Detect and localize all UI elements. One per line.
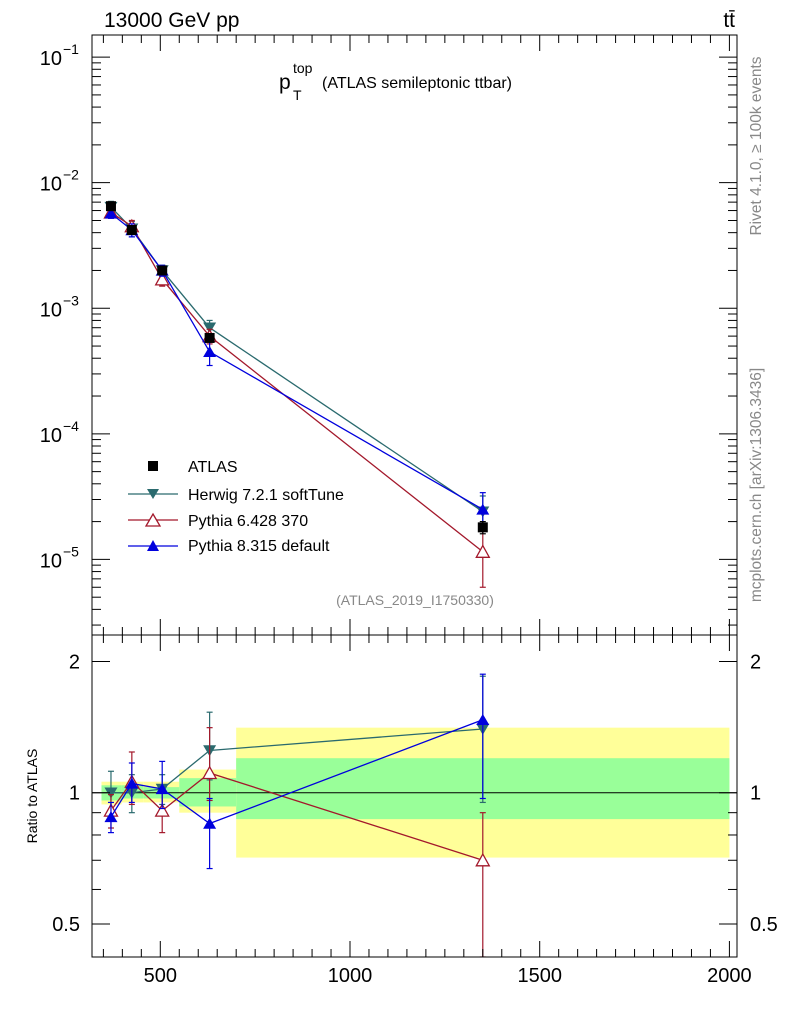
upper-y-tick-label-exp: −2 bbox=[63, 167, 79, 183]
legend-marker-triangle-open bbox=[144, 512, 162, 527]
legend-label-pythia8: Pythia 8.315 default bbox=[188, 538, 330, 555]
data-point-pythia-6-428-370 bbox=[154, 271, 170, 286]
legend: ATLAS Herwig 7.2.1 softTune Pythia 6.428… bbox=[128, 459, 344, 555]
title-rest: (ATLAS semileptonic ttbar) bbox=[322, 75, 512, 92]
upper-y-tick-label-exp: −4 bbox=[63, 418, 79, 434]
upper-y-tick-label-base: 10 bbox=[40, 425, 62, 447]
legend-marker-triangle-up bbox=[147, 540, 159, 551]
x-tick-label: 2000 bbox=[707, 965, 752, 987]
ratio-point-pythia-8-315-default bbox=[203, 817, 217, 829]
data-point-atlas bbox=[204, 332, 215, 343]
legend-entry-pythia6: Pythia 6.428 370 bbox=[128, 512, 308, 530]
ratio-point-pythia-8-315-default bbox=[476, 713, 490, 725]
ratio-point-pythia-6-428-370 bbox=[202, 765, 218, 780]
upper-y-tick-label-base: 10 bbox=[40, 48, 62, 70]
ratio-point-pythia-6-428-370 bbox=[475, 852, 491, 867]
rivet-version-label: Rivet 4.1.0, ≥ 100k events bbox=[748, 56, 765, 235]
title-superscript: top bbox=[293, 60, 313, 76]
legend-entry-pythia8: Pythia 8.315 default bbox=[128, 538, 330, 555]
ratio-y-tick-label-right: 2 bbox=[750, 651, 761, 673]
ratio-point-pythia-8-315-default bbox=[155, 783, 169, 795]
series-line-pythia-8-315-default bbox=[110, 212, 484, 510]
series-line-herwig-7-2-1-softtune bbox=[110, 206, 484, 513]
legend-entry-atlas: ATLAS bbox=[148, 459, 238, 476]
legend-label-pythia6: Pythia 6.428 370 bbox=[188, 513, 308, 530]
ratio-y-axis-label: Ratio to ATLAS bbox=[24, 749, 40, 844]
legend-entry-herwig: Herwig 7.2.1 softTune bbox=[128, 487, 344, 504]
mcplots-label: mcplots.cern.ch [arXiv:1306.3436] bbox=[748, 368, 765, 602]
upper-data bbox=[103, 200, 491, 588]
legend-marker-triangle-down bbox=[147, 489, 159, 499]
upper-y-tick-label-base: 10 bbox=[40, 550, 62, 572]
ratio-x-ticks: 500 1000 1500 2000 bbox=[102, 635, 752, 987]
upper-y-tick-label-base: 10 bbox=[40, 299, 62, 321]
data-point-atlas bbox=[157, 265, 168, 276]
upper-y-tick-label-base: 10 bbox=[40, 174, 62, 196]
ratio-data bbox=[103, 673, 491, 957]
legend-marker-square bbox=[148, 461, 158, 471]
ratio-y-tick-label-right: 0.5 bbox=[750, 914, 778, 936]
title-subscript: T bbox=[293, 87, 302, 103]
data-point-pythia-6-428-370 bbox=[475, 544, 491, 558]
upper-y-ticks: 10−510−410−310−210−1 bbox=[40, 41, 737, 626]
legend-label-atlas: ATLAS bbox=[188, 459, 238, 476]
upper-y-tick-label-exp: −5 bbox=[63, 543, 79, 559]
data-point-pythia-8-315-default bbox=[476, 503, 490, 515]
analysis-id-label: (ATLAS_2019_I1750330) bbox=[336, 592, 494, 608]
ratio-point-herwig-7-2-1-softtune bbox=[104, 787, 118, 799]
data-point-atlas bbox=[105, 201, 116, 212]
ratio-y-tick-label: 0.5 bbox=[52, 914, 80, 936]
data-point-atlas bbox=[477, 522, 488, 533]
ratio-point-pythia-6-428-370 bbox=[154, 803, 170, 817]
chart-title: p top T (ATLAS semileptonic ttbar) bbox=[279, 60, 512, 103]
process-label: tt̄ bbox=[723, 9, 735, 32]
upper-y-tick-label-exp: −1 bbox=[63, 41, 79, 57]
data-point-herwig-7-2-1-softtune bbox=[203, 322, 217, 334]
upper-panel: 10−510−410−310−210−1 p top T (ATLAS semi… bbox=[40, 34, 738, 636]
x-tick-label: 1500 bbox=[517, 965, 562, 987]
upper-x-ticks bbox=[102, 35, 730, 635]
ratio-panel: 0.5 0.5 1 1 2 2 500 1000 1500 2000 Ratio to ATLA… bbox=[24, 634, 778, 987]
ratio-point-pythia-8-315-default bbox=[125, 777, 139, 789]
ratio-y-ticks: 0.5 0.5 1 1 2 2 bbox=[52, 651, 778, 936]
data-point-pythia-8-315-default bbox=[203, 345, 217, 358]
data-point-pythia-8-315-default bbox=[104, 207, 118, 219]
ratio-y-tick-label: 2 bbox=[69, 651, 80, 673]
ratio-y-tick-label-right: 1 bbox=[750, 783, 761, 805]
title-main: p bbox=[279, 71, 291, 94]
data-point-atlas bbox=[126, 224, 137, 235]
ratio-series-group bbox=[103, 673, 491, 957]
upper-y-tick-label-exp: −3 bbox=[63, 292, 79, 308]
energy-label: 13000 GeV pp bbox=[104, 9, 239, 32]
ratio-y-tick-label: 1 bbox=[69, 783, 80, 805]
legend-label-herwig: Herwig 7.2.1 softTune bbox=[188, 487, 344, 504]
x-tick-label: 1000 bbox=[328, 965, 373, 987]
x-tick-label: 500 bbox=[144, 965, 177, 987]
ratio-point-pythia-8-315-default bbox=[104, 811, 118, 823]
ratio-frame bbox=[91, 634, 738, 958]
